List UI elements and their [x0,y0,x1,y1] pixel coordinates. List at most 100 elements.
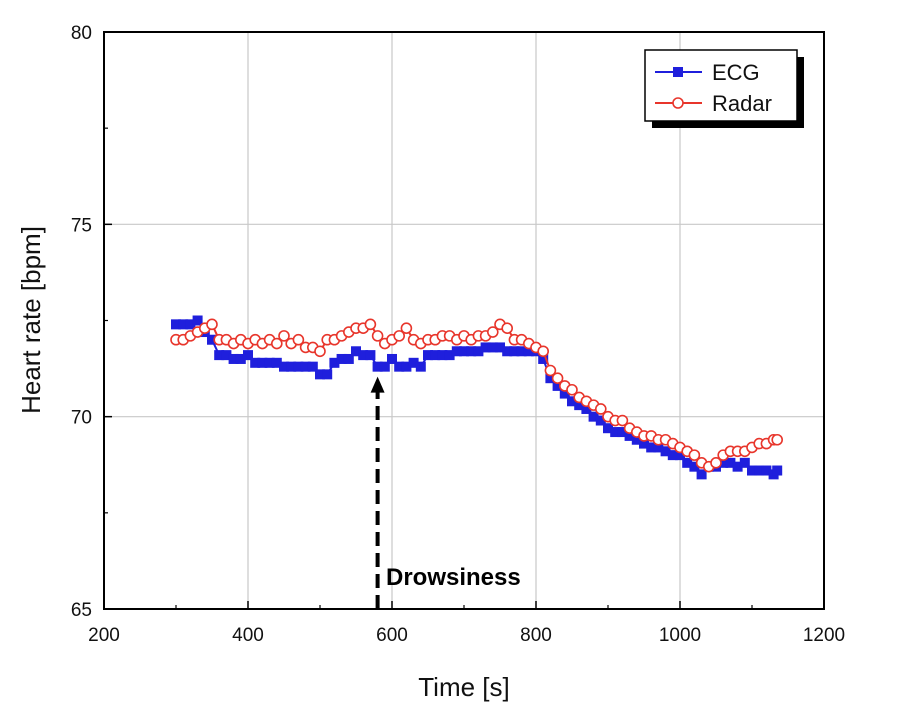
y-axis-label: Heart rate [bpm] [16,226,46,414]
ecg-point [523,346,534,357]
ecg-point [437,350,448,361]
ecg-point [595,415,606,426]
ecg-point [567,396,577,407]
legend-ecg-marker [673,67,683,77]
x-tick-label: 1200 [803,625,845,646]
ecg-point [365,350,376,361]
radar-point [710,457,722,469]
ecg-point [358,350,369,361]
legend-box [644,49,798,122]
series-ecg [171,315,783,480]
ecg-point [509,346,520,357]
ecg-point [444,350,455,361]
drowsiness-arrow-head [370,376,385,393]
x-tick-label: 800 [520,625,552,646]
ecg-point [624,430,635,441]
annotation-layer [370,376,385,609]
ecg-point [300,361,311,372]
y-tick-label: 70 [71,408,92,429]
ecg-point [516,346,527,357]
radar-point [551,372,564,385]
ecg-point [646,442,657,453]
ecg-point [257,357,268,368]
ecg-point [675,450,685,461]
ecg-point [394,361,405,372]
radar-point [486,326,499,338]
ecg-point [696,469,707,480]
legend: ECG Radar [644,49,804,128]
ecg-point [754,465,765,476]
radar-point [771,433,784,446]
ecg-point [250,357,261,368]
ecg-point [473,346,484,357]
radar-point [400,322,413,334]
ecg-point [351,346,361,357]
ecg-point [235,353,246,364]
ecg-point [588,411,599,422]
ecg-point [487,342,498,353]
x-tick-label: 600 [376,625,408,646]
radar-point [566,383,578,396]
ecg-point [653,442,664,453]
radar-point [270,337,283,350]
ecg-point [667,450,678,461]
legend-radar-marker [672,97,684,109]
radar-point [501,322,514,334]
ecg-point [639,438,649,449]
series-layer [170,315,784,480]
ecg-point [408,357,419,368]
ecg-point [772,465,783,476]
ecg-point [430,350,441,361]
ecg-point [279,361,289,372]
radar-point [314,345,326,358]
y-tick-label: 65 [71,600,92,621]
ecg-point [315,369,325,380]
ecg-point [552,380,563,391]
radar-point [206,318,218,331]
radar-point [688,449,701,461]
ecg-point [372,361,383,372]
ecg-point [581,403,592,414]
ecg-point [617,427,628,438]
x-axis-label: Time [s] [418,672,509,702]
ecg-point [747,465,757,476]
ecg-point [459,346,469,357]
legend-radar-label: Radar [712,91,772,116]
ecg-point [689,461,700,472]
axis-ticks: 200 400 600 800 1000 1200 65 70 75 80 [71,23,845,646]
ecg-point [307,361,318,372]
radar-point [364,318,377,331]
y-tick-label: 75 [71,215,92,236]
legend-ecg-label: ECG [712,60,760,85]
radar-point [371,330,384,342]
x-tick-label: 400 [232,625,264,646]
radar-point [393,330,406,342]
ecg-point [243,350,253,361]
radar-point [292,333,305,346]
ecg-point [466,346,477,357]
ecg-point [343,353,354,364]
ecg-point [329,357,340,368]
x-tick-label: 1000 [659,625,701,646]
ecg-point [603,423,613,434]
ecg-point [610,427,621,438]
ecg-point [214,350,225,361]
ecg-point [502,346,513,357]
ecg-point [732,461,743,472]
ecg-point [451,346,462,357]
ecg-point [178,319,189,330]
drowsiness-annotation: Drowsiness [386,564,521,591]
ecg-point [718,457,729,468]
radar-point [544,364,557,377]
ecg-point [559,388,570,399]
ecg-point [401,361,412,372]
ecg-point [423,350,433,361]
ecg-point [739,457,750,468]
ecg-point [171,319,181,330]
ecg-point [264,357,275,368]
ecg-point [286,361,297,372]
ecg-point [228,353,239,364]
ecg-point [415,361,426,372]
ecg-point [480,342,491,353]
